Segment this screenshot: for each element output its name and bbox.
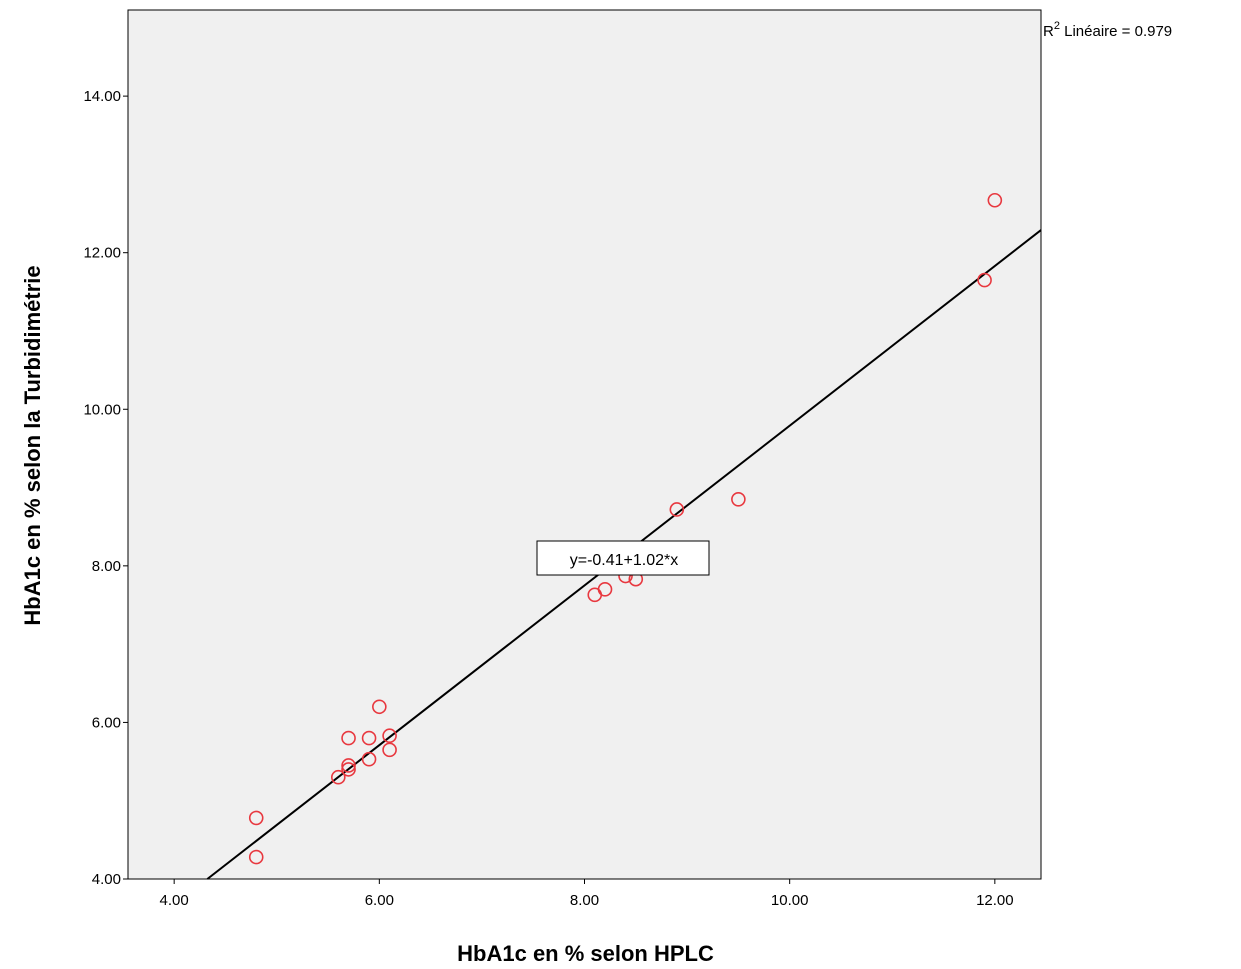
y-tick-label: 6.00 xyxy=(92,714,121,731)
x-tick-label: 10.00 xyxy=(771,892,809,909)
data-point xyxy=(341,730,356,746)
r-squared-label: R2 Linéaire = 0.979 xyxy=(1043,20,1172,40)
x-axis-title: HbA1c en % selon HPLC xyxy=(457,941,714,966)
y-axis: 4.00 6.00 8.00 10.00 12.00 14.00 xyxy=(83,88,128,888)
y-tick-label: 8.00 xyxy=(92,558,121,575)
data-point xyxy=(731,492,746,507)
y-tick-label: 14.00 xyxy=(83,88,121,105)
r-squared-value: Linéaire = 0.979 xyxy=(1060,23,1172,40)
data-point xyxy=(382,728,397,744)
data-point xyxy=(372,699,387,715)
y-tick-label: 12.00 xyxy=(83,245,121,262)
y-axis-title: HbA1c en % selon la Turbidimétrie xyxy=(20,265,45,625)
x-axis: 4.00 6.00 8.00 10.00 12.00 xyxy=(160,879,1014,909)
data-point xyxy=(597,582,613,597)
data-point xyxy=(382,742,397,758)
data-points xyxy=(248,192,1003,865)
r-squared-superscript: 2 xyxy=(1054,20,1060,32)
data-point xyxy=(248,810,264,826)
x-tick-label: 6.00 xyxy=(365,892,394,909)
r-squared-letter: R xyxy=(1043,23,1054,40)
data-point xyxy=(987,192,1003,208)
x-tick-label: 8.00 xyxy=(570,892,599,909)
equation-label: y=-0.41+1.02*x xyxy=(570,552,679,569)
data-point xyxy=(341,762,356,777)
data-point xyxy=(669,502,685,517)
data-point xyxy=(977,272,992,288)
y-tick-label: 4.00 xyxy=(92,871,121,888)
data-point xyxy=(330,769,346,785)
x-tick-label: 4.00 xyxy=(160,892,189,909)
x-tick-label: 12.00 xyxy=(976,892,1014,909)
y-tick-label: 10.00 xyxy=(83,401,121,418)
equation-box: y=-0.41+1.02*x xyxy=(536,540,710,576)
plot-area xyxy=(127,9,1042,880)
data-point xyxy=(361,730,377,746)
equation-box-frame xyxy=(536,540,710,576)
data-point xyxy=(341,758,356,773)
data-point xyxy=(248,849,264,865)
data-point xyxy=(361,751,377,767)
